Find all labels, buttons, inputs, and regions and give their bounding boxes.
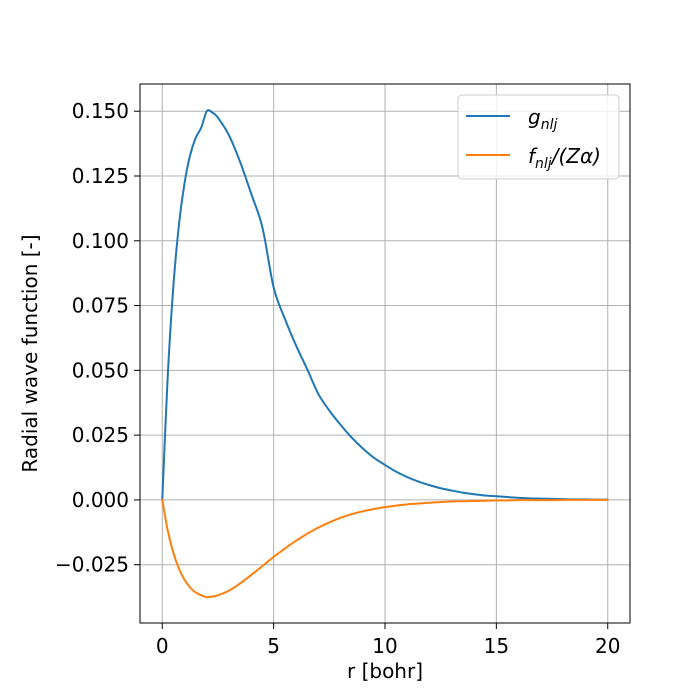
y-tick-label: 0.050 (72, 358, 129, 382)
y-axis-label: Radial wave function [-] (18, 234, 42, 472)
series-line-f (161, 498, 609, 599)
legend-label-g-subscript: nlj (541, 117, 558, 133)
legend-label-f-subscript: nlj (535, 156, 552, 172)
y-tick-label: −0.025 (55, 553, 129, 577)
legend: gnlj fnlj/(Zα) (457, 94, 620, 180)
y-tick-label: 0.125 (72, 164, 129, 188)
grid (140, 84, 630, 623)
y-tick-label: 0.000 (72, 488, 129, 512)
legend-label-f-suffix: /(Zα) (550, 144, 601, 168)
x-tick-label: 0 (156, 634, 169, 658)
legend-label-g-main: g (528, 105, 541, 129)
x-tick-label: 15 (484, 634, 509, 658)
x-tick-label: 10 (372, 634, 397, 658)
y-tick-label: 0.025 (72, 423, 129, 447)
legend-label-f: fnlj/(Zα) (528, 144, 601, 172)
ticks: 0 5 10 15 20 −0.025 0.000 0.025 0.050 0.075 0.100 0… (55, 99, 620, 658)
y-tick-label: 0.150 (72, 99, 129, 123)
x-axis-label: r [bohr] (347, 659, 423, 683)
series-line-g (161, 109, 609, 501)
y-tick-label: 0.075 (72, 294, 129, 318)
legend-label-g: gnlj (528, 105, 557, 133)
legend-label-f-main: f (528, 144, 538, 168)
y-tick-label: 0.100 (72, 229, 129, 253)
x-tick-label: 20 (595, 634, 620, 658)
x-tick-label: 5 (267, 634, 280, 658)
series-layer (161, 109, 609, 599)
